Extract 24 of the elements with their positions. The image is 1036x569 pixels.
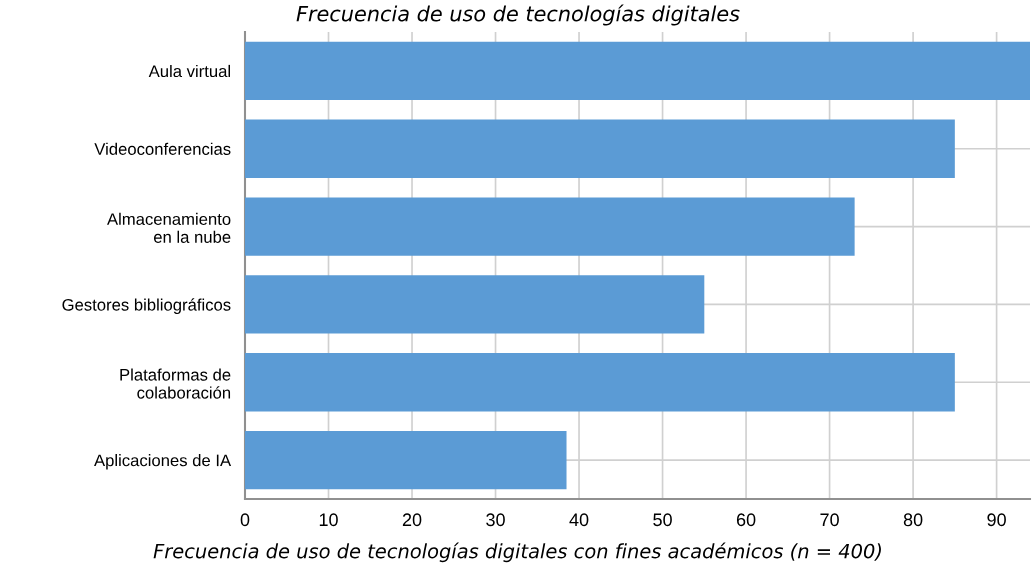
x-tick-label: 30 [486, 513, 505, 527]
chart-title: Frecuencia de uso de tecnologías digitales [296, 4, 740, 26]
x-tick-label: 20 [402, 513, 422, 527]
bar [245, 430, 567, 490]
y-tick-label: Plataformas de colaboración [120, 368, 231, 399]
x-tick-label: 0 [240, 513, 250, 527]
x-tick-label: 10 [319, 513, 338, 527]
x-tick-label: 60 [736, 513, 756, 527]
y-tick-label: Videoconferencias [94, 142, 231, 155]
y-tick-label: Almacenamiento en la nube [107, 212, 231, 243]
bar [245, 275, 705, 334]
bar [245, 353, 955, 412]
x-tick-label: 90 [987, 513, 1006, 527]
text: Frecuencia de uso de tecnologías digitales con fines académicos (n = 400) [153, 542, 881, 563]
y-tick-label: Gestores bibliográficos [62, 298, 231, 315]
x-tick-label: 80 [903, 513, 923, 527]
y-tick-label: Aplicaciones de IA [94, 454, 232, 470]
x-tick-label: 70 [820, 513, 839, 527]
bar [245, 41, 1030, 101]
x-tick-label: 50 [653, 513, 672, 527]
bar [245, 119, 955, 178]
y-tick-label: Aula virtual [148, 64, 230, 78]
x-tick-label: 40 [569, 513, 589, 527]
bar [245, 197, 855, 256]
